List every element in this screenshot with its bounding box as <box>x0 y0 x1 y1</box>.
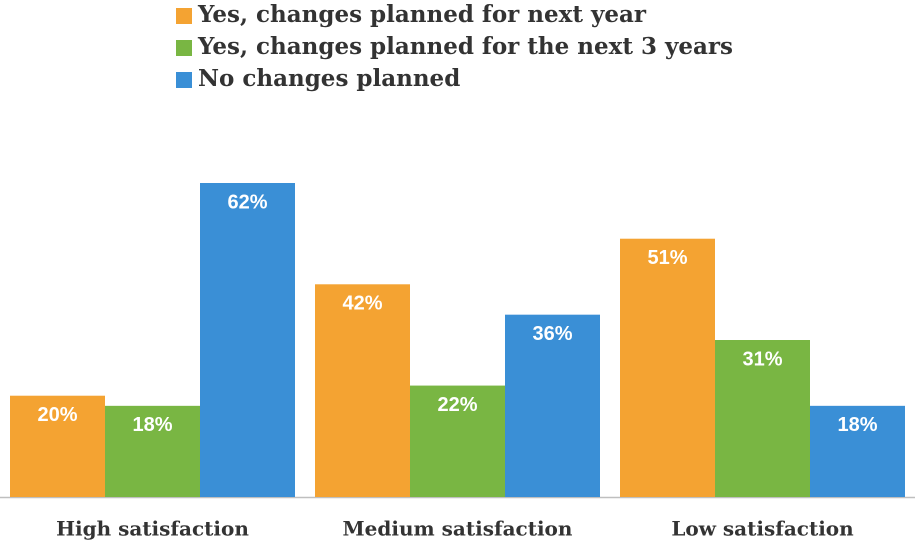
x-tick-label: Medium satisfaction <box>343 517 573 541</box>
bar <box>10 395 105 497</box>
data-label: 36% <box>532 323 572 345</box>
bar <box>200 183 295 497</box>
data-label: 62% <box>227 191 267 213</box>
bar <box>715 340 810 497</box>
data-label: 42% <box>342 293 382 315</box>
x-tick-label: High satisfaction <box>56 517 249 541</box>
legend-swatch <box>176 72 192 88</box>
legend-swatch <box>176 8 192 24</box>
data-label: 22% <box>437 394 477 416</box>
data-label: 18% <box>837 414 877 436</box>
legend-label: Yes, changes planned for the next 3 year… <box>197 33 733 60</box>
legend-label: No changes planned <box>198 65 460 92</box>
bar <box>410 385 505 497</box>
legend-swatch <box>176 40 192 56</box>
data-label: 20% <box>37 404 77 426</box>
data-label: 51% <box>647 247 687 269</box>
bar <box>105 405 200 497</box>
x-tick-label: Low satisfaction <box>671 517 854 541</box>
data-label: 31% <box>742 348 782 370</box>
legend-label: Yes, changes planned for next year <box>197 1 647 28</box>
data-label: 18% <box>132 414 172 436</box>
bar <box>315 284 410 497</box>
bar <box>620 238 715 498</box>
bar <box>810 405 905 497</box>
bar <box>505 314 600 497</box>
